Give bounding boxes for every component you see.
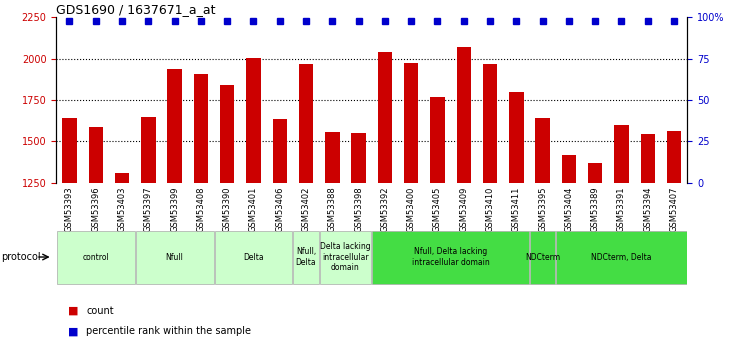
Bar [509, 92, 523, 183]
Text: percentile rank within the sample: percentile rank within the sample [86, 326, 252, 336]
Bar [57, 230, 134, 284]
Text: GSM53402: GSM53402 [302, 186, 310, 232]
Bar [351, 133, 366, 183]
Text: protocol: protocol [1, 252, 41, 262]
Text: ■: ■ [68, 306, 78, 315]
Bar [115, 173, 129, 183]
Text: GSM53399: GSM53399 [170, 186, 179, 232]
Text: Nfull, Delta lacking
intracellular domain: Nfull, Delta lacking intracellular domai… [412, 247, 490, 267]
Text: GSM53398: GSM53398 [354, 186, 363, 232]
Bar [273, 119, 287, 183]
Bar [378, 52, 392, 183]
Bar [167, 69, 182, 183]
Text: Delta: Delta [243, 253, 264, 262]
Bar [141, 117, 155, 183]
Text: GSM53410: GSM53410 [486, 186, 494, 232]
Bar [372, 230, 529, 284]
Bar [530, 230, 555, 284]
Text: GSM53388: GSM53388 [328, 186, 336, 232]
Bar [430, 97, 445, 183]
Bar [325, 131, 339, 183]
Text: NDCterm: NDCterm [525, 253, 560, 262]
Bar [614, 125, 629, 183]
Bar [667, 131, 681, 183]
Bar [556, 230, 686, 284]
Bar [562, 155, 576, 183]
Text: GSM53394: GSM53394 [644, 186, 652, 232]
Text: GSM53397: GSM53397 [144, 186, 152, 232]
Text: Nfull: Nfull [166, 253, 183, 262]
Bar [194, 75, 208, 183]
Bar [62, 118, 77, 183]
Bar [136, 230, 213, 284]
Bar [294, 230, 318, 284]
Text: GSM53392: GSM53392 [381, 186, 389, 232]
Text: GSM53389: GSM53389 [591, 186, 599, 232]
Text: ■: ■ [68, 326, 78, 336]
Bar [588, 163, 602, 183]
Bar [246, 58, 261, 183]
Text: control: control [83, 253, 109, 262]
Bar [215, 230, 292, 284]
Text: GSM53404: GSM53404 [565, 186, 573, 232]
Text: GSM53395: GSM53395 [538, 186, 547, 232]
Bar [220, 85, 234, 183]
Text: GSM53407: GSM53407 [670, 186, 678, 232]
Bar [89, 127, 103, 183]
Text: NDCterm, Delta: NDCterm, Delta [591, 253, 652, 262]
Text: GSM53396: GSM53396 [92, 186, 100, 232]
Bar [320, 230, 371, 284]
Text: GSM53390: GSM53390 [223, 186, 231, 232]
Text: Nfull,
Delta: Nfull, Delta [296, 247, 316, 267]
Text: Delta lacking
intracellular
domain: Delta lacking intracellular domain [320, 242, 371, 272]
Text: GDS1690 / 1637671_a_at: GDS1690 / 1637671_a_at [56, 3, 216, 16]
Text: GSM53411: GSM53411 [512, 186, 520, 232]
Text: GSM53400: GSM53400 [407, 186, 415, 232]
Bar [535, 118, 550, 183]
Text: GSM53401: GSM53401 [249, 186, 258, 232]
Bar [457, 47, 471, 183]
Text: GSM53393: GSM53393 [65, 186, 74, 232]
Bar [404, 63, 418, 183]
Text: count: count [86, 306, 114, 315]
Bar [483, 65, 497, 183]
Bar [299, 63, 313, 183]
Text: GSM53408: GSM53408 [197, 186, 205, 232]
Text: GSM53403: GSM53403 [118, 186, 126, 232]
Bar [641, 134, 655, 183]
Text: GSM53406: GSM53406 [276, 186, 284, 232]
Text: GSM53405: GSM53405 [433, 186, 442, 232]
Text: GSM53409: GSM53409 [460, 186, 468, 232]
Text: GSM53391: GSM53391 [617, 186, 626, 232]
